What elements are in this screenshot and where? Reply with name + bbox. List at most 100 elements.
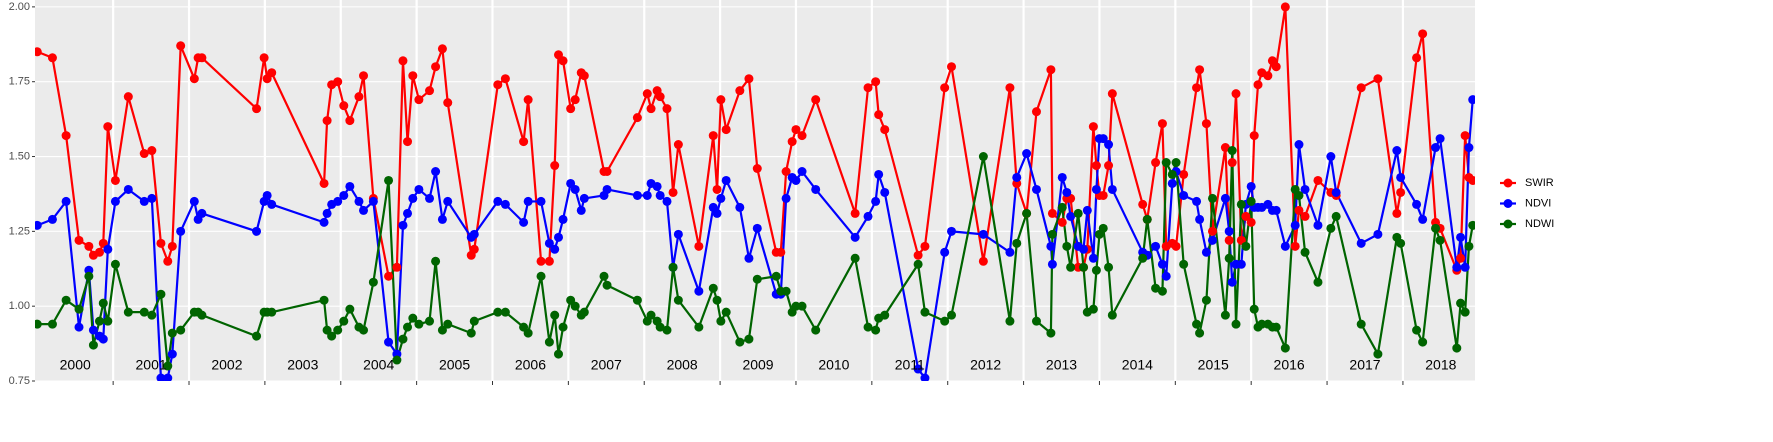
- plot-area: [35, 2, 1475, 381]
- data-point: [1082, 205, 1092, 215]
- data-point: [469, 229, 479, 239]
- data-point: [1220, 310, 1230, 320]
- data-point: [1157, 286, 1167, 296]
- data-point: [147, 193, 157, 203]
- data-point: [1468, 220, 1475, 230]
- data-point: [500, 199, 510, 209]
- year-label: 2007: [591, 357, 622, 373]
- data-point: [940, 247, 950, 257]
- data-point: [1396, 187, 1406, 197]
- data-point: [259, 53, 269, 63]
- data-point: [398, 334, 408, 344]
- data-point: [1161, 271, 1171, 281]
- data-point: [1435, 235, 1445, 245]
- data-point: [673, 140, 683, 150]
- data-point: [156, 289, 166, 299]
- data-point: [550, 161, 560, 171]
- data-point: [403, 322, 413, 332]
- data-point: [1241, 241, 1251, 251]
- data-point: [403, 137, 413, 147]
- data-point: [579, 307, 589, 317]
- data-point: [776, 247, 786, 257]
- data-point: [1263, 71, 1273, 81]
- data-point: [1167, 178, 1177, 188]
- data-point: [500, 74, 510, 84]
- data-point: [267, 307, 277, 317]
- data-point: [1456, 298, 1466, 308]
- data-point: [662, 104, 672, 114]
- data-point: [558, 322, 568, 332]
- data-point: [345, 181, 355, 191]
- data-point: [1104, 140, 1114, 150]
- year-label: 2003: [287, 357, 318, 373]
- legend-key: [1503, 219, 1513, 229]
- data-point: [1435, 134, 1445, 144]
- data-point: [1047, 259, 1057, 269]
- data-point: [98, 298, 108, 308]
- data-point: [1464, 143, 1474, 153]
- data-point: [536, 196, 546, 206]
- data-point: [493, 80, 503, 90]
- data-point: [744, 74, 754, 84]
- data-point: [1098, 223, 1108, 233]
- data-point: [1088, 122, 1098, 132]
- year-label: 2008: [667, 357, 698, 373]
- data-point: [1220, 193, 1230, 203]
- data-point: [1280, 343, 1290, 353]
- data-point: [1107, 89, 1117, 99]
- data-point: [642, 89, 652, 99]
- data-point: [1057, 202, 1067, 212]
- data-point: [1195, 328, 1205, 338]
- data-point: [655, 322, 665, 332]
- data-point: [850, 253, 860, 263]
- data-point: [1012, 238, 1022, 248]
- data-point: [176, 325, 186, 335]
- data-point: [1373, 229, 1383, 239]
- data-point: [414, 319, 424, 329]
- data-point: [110, 196, 120, 206]
- data-point: [744, 253, 754, 263]
- data-point: [1331, 187, 1341, 197]
- data-point: [443, 319, 453, 329]
- data-point: [1460, 262, 1470, 272]
- data-point: [84, 271, 94, 281]
- data-point: [550, 310, 560, 320]
- data-point: [1192, 196, 1202, 206]
- data-point: [110, 175, 120, 185]
- data-point: [1227, 146, 1237, 156]
- data-point: [197, 208, 207, 218]
- data-point: [359, 205, 369, 215]
- data-point: [850, 208, 860, 218]
- data-point: [646, 310, 656, 320]
- year-label: 2005: [439, 357, 470, 373]
- y-tick-label: 2.00: [9, 1, 30, 13]
- data-point: [1468, 95, 1475, 105]
- data-point: [443, 98, 453, 108]
- data-point: [1236, 259, 1246, 269]
- data-point: [189, 74, 199, 84]
- data-point: [863, 322, 873, 332]
- data-point: [398, 220, 408, 230]
- data-point: [408, 313, 418, 323]
- data-point: [1157, 259, 1167, 269]
- data-point: [694, 322, 704, 332]
- data-point: [1201, 295, 1211, 305]
- data-point: [1271, 322, 1281, 332]
- data-point: [103, 244, 113, 254]
- data-point: [61, 131, 71, 141]
- data-point: [652, 181, 662, 191]
- data-point: [523, 328, 533, 338]
- data-point: [978, 229, 988, 239]
- data-point: [1005, 247, 1015, 257]
- data-point: [1313, 175, 1323, 185]
- data-point: [1047, 229, 1057, 239]
- year-label: 2009: [742, 357, 773, 373]
- data-point: [850, 232, 860, 242]
- data-point: [1104, 262, 1114, 272]
- data-point: [61, 295, 71, 305]
- data-point: [708, 283, 718, 293]
- data-point: [1151, 241, 1161, 251]
- data-point: [920, 373, 930, 381]
- data-point: [646, 104, 656, 114]
- data-point: [437, 44, 447, 54]
